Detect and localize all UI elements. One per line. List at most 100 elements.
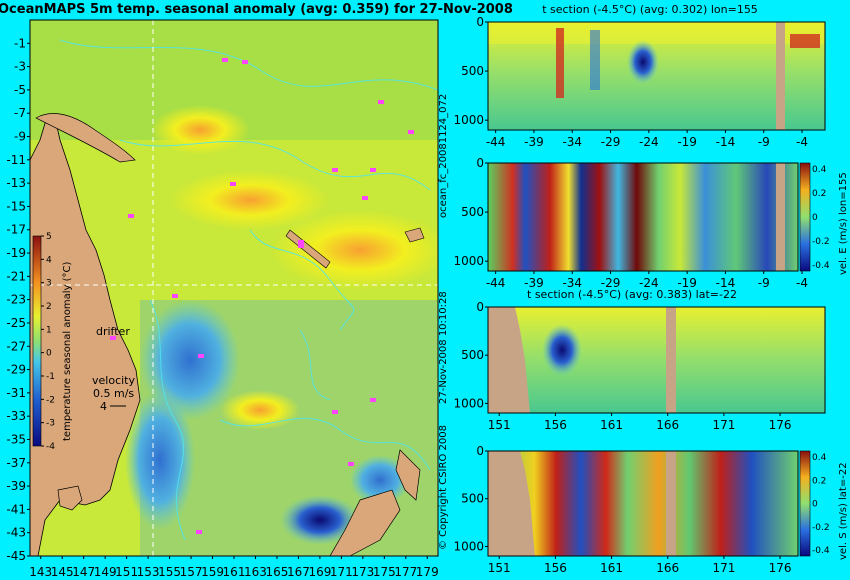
section-3-y-ticks: 0 500 1000	[453, 300, 488, 410]
drifter-marker	[348, 462, 354, 466]
section-x-tick-label: 151	[488, 561, 511, 575]
vel-e-colorbar	[799, 162, 811, 272]
map-x-tick-label: 161	[223, 565, 246, 579]
map-x-tick-label: 143	[29, 565, 52, 579]
section-3-field	[488, 307, 825, 413]
vel-colorbar-tick-label: 0	[812, 213, 818, 223]
vel-colorbar-tick-label: 0.4	[812, 453, 827, 463]
map-x-tick-label: 167	[287, 565, 310, 579]
section-x-tick-label: 156	[544, 418, 567, 432]
section-3-x-ticks: 151 156 161 166 171 176	[488, 413, 792, 432]
section-4-x-ticks: 151 156 161 166 171 176	[488, 556, 792, 575]
map-y-tick-label: -3	[14, 60, 26, 74]
velocity-legend-scale: 4	[100, 400, 107, 413]
map-y-tick-label: -9	[14, 130, 26, 144]
section-x-tick-label: 161	[600, 418, 623, 432]
vel-colorbar-tick-label: 0.4	[812, 165, 827, 175]
section-x-tick-label: 166	[656, 561, 679, 575]
section-x-tick-label: -34	[562, 276, 582, 290]
drifter-marker	[378, 100, 384, 104]
map-colorbar-tick-label: -3	[46, 419, 55, 429]
map-y-tick-label: -37	[6, 456, 26, 470]
section-x-tick-label: -19	[677, 135, 697, 149]
drifter-marker	[242, 60, 248, 64]
section-x-tick-label: 176	[769, 561, 792, 575]
vel-s-colorbar	[799, 450, 811, 557]
map-y-tick-label: -45	[6, 549, 26, 563]
section-y-tick-label: 500	[461, 348, 484, 362]
map-x-tick-label: 171	[330, 565, 353, 579]
section-x-tick-label: 176	[769, 418, 792, 432]
map-y-tick-label: -5	[14, 83, 26, 97]
drifter-marker	[222, 58, 228, 62]
tasmania-land	[57, 485, 83, 511]
section-2-gap	[776, 163, 785, 271]
drifter-legend-label: drifter	[96, 325, 130, 338]
map-x-tick-label: 165	[265, 565, 288, 579]
map-x-tick-label: 159	[201, 565, 224, 579]
map-x-tick-label: 155	[158, 565, 181, 579]
map-y-tick-label: -23	[6, 293, 26, 307]
map-y-tick-label: -25	[6, 316, 26, 330]
new-guinea-land	[35, 113, 136, 163]
map-x-tick-label: 145	[51, 565, 74, 579]
section-3-frame	[487, 306, 826, 414]
map-y-tick-label: -41	[6, 502, 26, 516]
map-x-tick-label: 179	[416, 565, 439, 579]
section-1-cold-core	[627, 40, 659, 84]
drifter-marker	[332, 168, 338, 172]
section-3-gap	[666, 307, 676, 413]
section-1-x-ticks: -44 -39 -34 -29 -24 -19 -14 -9 -4	[486, 130, 808, 149]
map-y-tick-label: -7	[14, 106, 26, 120]
map-x-tick-label: 149	[94, 565, 117, 579]
vel-colorbar-tick-label: -0.2	[812, 523, 830, 533]
vel-colorbar-tick-label: 0.2	[812, 189, 826, 199]
section-1-surface	[488, 22, 825, 44]
drifter-marker	[370, 398, 376, 402]
cool-patch	[140, 300, 240, 420]
drifter-marker	[172, 294, 178, 298]
section-2-field	[488, 163, 798, 271]
section-x-tick-label: -44	[486, 276, 506, 290]
page-title: OceanMAPS 5m temp. seasonal anomaly (avg…	[0, 2, 513, 17]
section-1-frame	[487, 21, 826, 131]
section-1-warm-patch	[790, 34, 820, 48]
section-x-tick-label: 156	[544, 561, 567, 575]
section-x-tick-label: -44	[486, 135, 506, 149]
section-2-frame	[487, 162, 799, 272]
map-x-tick-label: 173	[351, 565, 374, 579]
vel-s-colorbar-label: vel. S (m/s) lat=-22	[838, 462, 849, 560]
section-1-gap	[776, 22, 785, 130]
section-x-tick-label: 151	[488, 418, 511, 432]
map-y-tick-label: -35	[6, 432, 26, 446]
section-4-land	[488, 451, 535, 556]
section-x-tick-label: -4	[796, 276, 808, 290]
drifter-marker	[298, 240, 304, 248]
vel-s-colorbar-ticks: 0.4 0.2 0 -0.2 -0.4	[812, 453, 830, 556]
section-x-tick-label: -14	[716, 135, 736, 149]
section-x-tick-label: -19	[677, 276, 697, 290]
section-x-tick-label: -29	[601, 276, 621, 290]
run-time-label: 27-Nov-2008 10:10:28	[438, 291, 449, 404]
section-4-field	[488, 451, 798, 556]
map-colorbar-tick-label: 0	[46, 349, 52, 359]
map-y-tick-label: -29	[6, 363, 26, 377]
map-y-ticks: -1 -3 -5 -7 -9 -11 -13 -15 -17 -19 -21 -23 -25 -27 -29…	[6, 36, 30, 563]
velocity-legend-value: 0.5 m/s	[93, 387, 134, 400]
section-x-tick-label: -24	[639, 135, 659, 149]
nz-north-island	[395, 449, 421, 501]
section-x-tick-label: -9	[758, 276, 770, 290]
map-x-ticks: 1431451471491511531551571591611631651671…	[29, 556, 439, 579]
map-y-tick-label: -17	[6, 223, 26, 237]
map-colorbar	[32, 235, 42, 447]
map-x-tick-label: 147	[72, 565, 95, 579]
section-x-tick-label: 171	[712, 418, 735, 432]
section-1-warm-column	[556, 28, 564, 98]
section-x-tick-label: -9	[758, 135, 770, 149]
map-colorbar-tick-label: -1	[46, 372, 55, 382]
section-x-tick-label: -24	[639, 276, 659, 290]
map-y-tick-label: -39	[6, 479, 26, 493]
vel-e-colorbar-label: vel. E (m/s) lon=155	[838, 172, 849, 275]
fiji-land	[404, 227, 425, 243]
section-panel-1: t section (-4.5°C) (avg: 0.302) lon=155 …	[453, 3, 826, 149]
